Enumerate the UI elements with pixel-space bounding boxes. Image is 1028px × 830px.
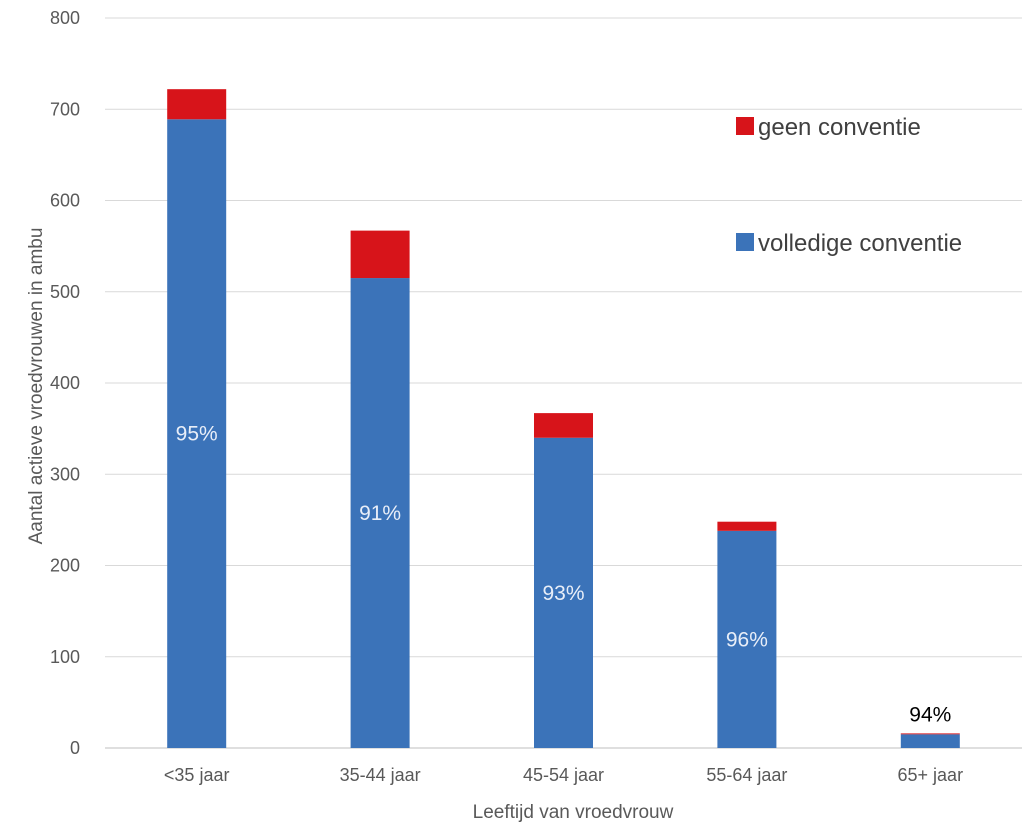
x-tick-label: 65+ jaar	[898, 765, 964, 785]
y-tick-label: 100	[50, 647, 80, 667]
bar-geen-conventie	[717, 521, 777, 531]
x-axis-ticks: <35 jaar 35-44 jaar 45-54 jaar 55-64 jaar 65…	[164, 765, 963, 785]
x-tick-label: 45-54 jaar	[523, 765, 604, 785]
percentage-data-label: 94%	[909, 703, 951, 726]
x-tick-label: <35 jaar	[164, 765, 230, 785]
percentage-data-label: 96%	[726, 628, 768, 651]
legend-swatch	[736, 117, 754, 135]
legend-swatch	[736, 233, 754, 251]
y-tick-label: 300	[50, 464, 80, 484]
percentage-data-label: 95%	[176, 423, 218, 446]
x-axis-title: Leeftijd van vroedvrouw	[473, 802, 674, 823]
y-tick-label: 0	[70, 738, 80, 758]
bar-geen-conventie	[900, 733, 960, 735]
bar-geen-conventie	[350, 230, 410, 279]
bar-volledige-conventie	[350, 278, 410, 748]
bar-volledige-conventie	[717, 530, 777, 748]
legend: geen conventie volledige conventie	[736, 114, 962, 257]
legend-label: volledige conventie	[758, 230, 962, 257]
y-tick-label: 200	[50, 556, 80, 576]
y-tick-label: 400	[50, 373, 80, 393]
bar-volledige-conventie	[167, 119, 227, 749]
y-tick-label: 600	[50, 191, 80, 211]
x-tick-label: 35-44 jaar	[340, 765, 421, 785]
bar-geen-conventie	[167, 89, 227, 120]
percentage-data-label: 91%	[359, 502, 401, 525]
y-axis-ticks: 0 100 200 300 400 500 600 700 800	[50, 8, 80, 758]
y-tick-label: 700	[50, 99, 80, 119]
percentage-data-label: 93%	[542, 582, 584, 605]
bar-volledige-conventie	[534, 437, 593, 748]
bar-geen-conventie	[534, 413, 593, 438]
legend-label: geen conventie	[758, 114, 921, 141]
data-labels: 95% 91% 93% 96% 94%	[176, 423, 952, 727]
y-tick-label: 500	[50, 282, 80, 302]
y-tick-label: 800	[50, 8, 80, 28]
bar-volledige-conventie	[900, 734, 960, 748]
x-tick-label: 55-64 jaar	[706, 765, 787, 785]
bars	[167, 89, 960, 749]
gridlines	[105, 17, 1022, 749]
y-axis-title: Aantal actieve vroedvrouwen in ambu	[26, 228, 47, 545]
